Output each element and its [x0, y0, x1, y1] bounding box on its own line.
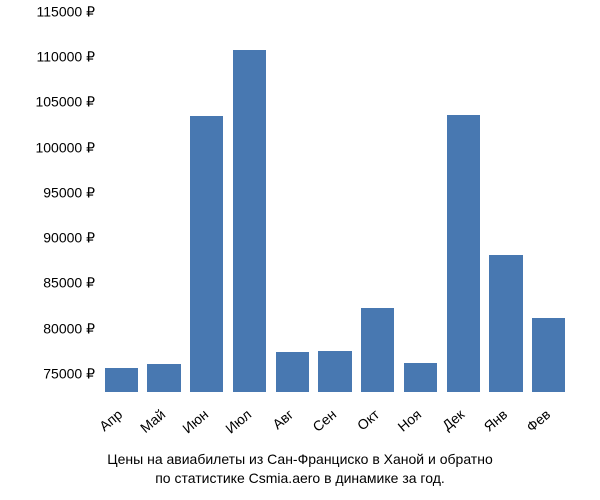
- y-tick-label: 75000 ₽: [0, 365, 95, 382]
- x-tick-label: Ноя: [395, 406, 425, 435]
- x-tick-label: Апр: [96, 406, 125, 434]
- x-axis-ticks: АпрМайИюнИюлАвгСенОктНояДекЯнвФев: [100, 398, 570, 448]
- y-tick-label: 95000 ₽: [0, 184, 95, 201]
- x-tick-label: Янв: [481, 406, 511, 435]
- bar: [190, 116, 223, 392]
- y-tick-label: 110000 ₽: [0, 49, 95, 66]
- bar: [447, 115, 480, 392]
- bar: [233, 50, 266, 392]
- y-tick-label: 100000 ₽: [0, 139, 95, 156]
- bar: [105, 368, 138, 392]
- x-tick-label: Июн: [179, 406, 211, 436]
- x-tick-label: Авг: [269, 406, 296, 432]
- x-tick-label: Окт: [354, 406, 382, 433]
- x-tick-label: Май: [137, 406, 168, 436]
- x-tick-label: Фев: [523, 406, 553, 435]
- caption-line-1: Цены на авиабилеты из Сан-Франциско в Ха…: [107, 451, 492, 467]
- y-tick-label: 80000 ₽: [0, 320, 95, 337]
- x-tick-label: Июл: [222, 406, 254, 437]
- bar: [147, 364, 180, 392]
- bar-series: [100, 12, 570, 392]
- y-tick-label: 90000 ₽: [0, 230, 95, 247]
- caption-line-2: по статистике Csmia.aero в динамике за г…: [155, 470, 445, 486]
- x-tick-label: Сен: [309, 406, 339, 435]
- y-tick-label: 115000 ₽: [0, 4, 95, 21]
- bar: [532, 318, 565, 392]
- y-tick-label: 85000 ₽: [0, 275, 95, 292]
- bar: [318, 351, 351, 392]
- chart-caption: Цены на авиабилеты из Сан-Франциско в Ха…: [0, 450, 600, 488]
- bar: [361, 308, 394, 392]
- bar: [404, 363, 437, 392]
- bar: [489, 255, 522, 392]
- x-tick-label: Дек: [439, 406, 467, 433]
- price-bar-chart: 75000 ₽ 80000 ₽ 85000 ₽ 90000 ₽ 95000 ₽ 10000…: [0, 0, 600, 500]
- bar: [276, 352, 309, 392]
- y-tick-label: 105000 ₽: [0, 94, 95, 111]
- plot-area: [100, 12, 570, 392]
- y-axis-ticks: 75000 ₽ 80000 ₽ 85000 ₽ 90000 ₽ 95000 ₽ 10000…: [0, 12, 95, 392]
